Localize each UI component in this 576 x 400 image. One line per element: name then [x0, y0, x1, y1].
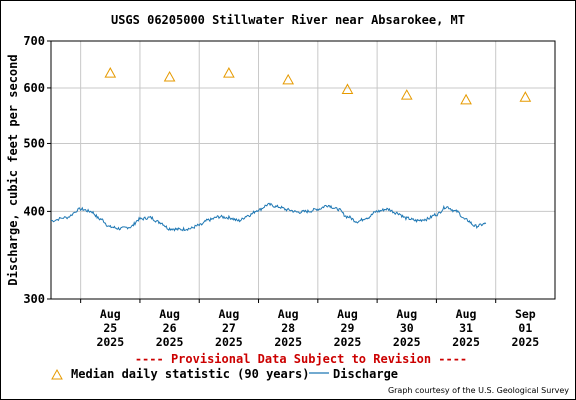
legend-discharge-label: Discharge — [333, 367, 398, 381]
x-tick-label-line: 2025 — [512, 335, 540, 349]
x-tick-label: Aug 25 2025 — [96, 307, 124, 349]
x-tick-label-line: 31 — [459, 321, 473, 335]
x-tick-label: Aug 26 2025 — [156, 307, 184, 349]
median-triangle-marker — [282, 73, 295, 85]
x-tick-label-line: 26 — [163, 321, 177, 335]
x-tick-label-line: 30 — [400, 321, 414, 335]
median-series — [104, 67, 532, 105]
y-tick-label: 400 — [23, 204, 45, 218]
median-triangle-marker — [163, 70, 176, 82]
y-tick-label: 700 — [23, 34, 45, 48]
median-triangle-marker — [400, 89, 413, 100]
provisional-notice: ---- Provisional Data Subject to Revisio… — [135, 352, 467, 366]
x-tick-label: Aug 27 2025 — [215, 307, 243, 349]
x-tick-label-line: Aug — [456, 307, 477, 321]
x-tick-label: Aug 29 2025 — [334, 307, 362, 349]
y-axis-label: Discharge, cubic feet per second — [6, 54, 20, 285]
usgs-credit: Graph courtesy of the U.S. Geological Su… — [388, 386, 569, 395]
x-tick-label-line: 29 — [341, 321, 355, 335]
x-tick-label-line: Aug — [337, 307, 358, 321]
legend: Median daily statistic (90 years) Discha… — [51, 367, 398, 381]
chart-title: USGS 06205000 Stillwater River near Absa… — [111, 13, 465, 27]
y-tick-label: 500 — [23, 136, 45, 150]
x-tick-label-line: Aug — [100, 307, 121, 321]
x-tick-label-line: 27 — [222, 321, 236, 335]
y-axis-ticks: 300 400 500 600 700 — [23, 34, 51, 306]
median-triangle-marker — [223, 67, 235, 78]
x-tick-label-line: 2025 — [156, 335, 184, 349]
median-triangle-marker — [104, 67, 117, 78]
x-tick-label-line: Aug — [159, 307, 180, 321]
legend-median-triangle-icon — [51, 368, 63, 380]
x-tick-label-line: 2025 — [334, 335, 362, 349]
x-tick-label-line: 25 — [103, 321, 117, 335]
x-tick-label-line: Aug — [396, 307, 417, 321]
x-tick-label-line: 2025 — [215, 335, 243, 349]
x-tick-label-line: 28 — [281, 321, 295, 335]
x-tick-label: Aug 28 2025 — [274, 307, 302, 349]
y-tick-label: 300 — [23, 292, 45, 306]
x-tick-label: Aug 30 2025 — [393, 307, 421, 349]
x-tick-label-line: 01 — [518, 321, 532, 335]
x-tick-label: Sep 01 2025 — [512, 307, 540, 349]
y-tick-label: 600 — [23, 81, 45, 95]
x-tick-label: Aug 31 2025 — [452, 307, 480, 349]
discharge-series — [50, 202, 487, 232]
x-tick-label-line: Sep — [515, 307, 536, 321]
grid-lines — [51, 40, 555, 300]
median-triangle-marker — [519, 91, 532, 102]
x-tick-label-line: 2025 — [96, 335, 124, 349]
median-triangle-marker — [460, 93, 472, 105]
x-tick-label-line: 2025 — [393, 335, 421, 349]
legend-median-label: Median daily statistic (90 years) — [71, 367, 309, 381]
discharge-line — [50, 202, 487, 232]
plot-area-border — [50, 40, 556, 300]
x-tick-label-line: Aug — [218, 307, 239, 321]
x-tick-label-line: 2025 — [274, 335, 302, 349]
x-tick-label-line: 2025 — [452, 335, 480, 349]
x-tick-label-line: Aug — [278, 307, 299, 321]
median-triangle-marker — [341, 83, 354, 94]
